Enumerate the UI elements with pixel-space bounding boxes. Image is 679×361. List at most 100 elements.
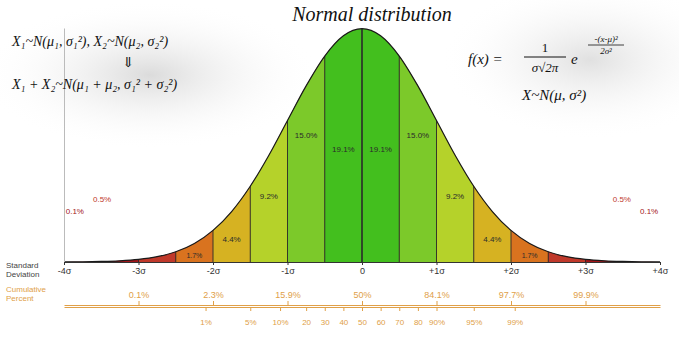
cumulative-axis: 0.1% 2.3% 15.9% 50% 84.1% 97.7% 99.9% [65, 290, 661, 306]
cumulative-tick-label: 50% [353, 290, 371, 300]
percentile-tick-mark [381, 307, 382, 311]
x-tick-mark [586, 262, 587, 265]
data-label: 19.1% [369, 145, 392, 154]
percentile-tick-label: 99% [507, 318, 523, 327]
cumulative-tick-mark [586, 301, 587, 305]
x-tick-mark [213, 262, 214, 265]
segment-divider [585, 28, 586, 262]
x-tick-label: 0 [360, 266, 365, 276]
segment-divider [138, 28, 139, 262]
cumulative-tick: 97.7% [499, 290, 525, 305]
segment-divider [324, 28, 325, 262]
annotation: X₁~N(μ₁, σ₁²), X₂~N(μ₂, σ₂²) [11, 34, 168, 50]
percentile-tick: 99% [507, 307, 523, 327]
percentile-tick: 50 [358, 307, 367, 327]
percentile-tick: 30 [321, 307, 330, 327]
segment-divider [622, 28, 623, 262]
x-tick-mark [139, 262, 140, 265]
cumulative-tick-label: 84.1% [424, 290, 450, 300]
percentile-tick-label: 5% [245, 318, 257, 327]
cumulative-tick-label: 0.1% [129, 290, 150, 300]
x-tick: +2σ [504, 262, 520, 276]
data-label: 9.2% [260, 192, 278, 201]
x-tick-label: -3σ [132, 266, 146, 276]
cumulative-tick: 0.1% [129, 290, 150, 305]
data-label: 9.2% [446, 192, 464, 201]
annotation: e [571, 51, 578, 67]
segment-divider [399, 28, 400, 262]
x-tick-mark [511, 262, 512, 265]
cumulative-tick-mark [213, 301, 214, 305]
annotation: ⇓ [122, 55, 134, 70]
annotation: -(x-μ)² [594, 34, 618, 44]
percentile-tick-mark [437, 307, 438, 311]
x-tick: -4σ [58, 262, 72, 276]
y-axis-line [64, 29, 65, 263]
cumulative-tick-label: 2.3% [203, 290, 224, 300]
data-label: 0.1% [640, 207, 658, 216]
percentile-tick-mark [250, 307, 251, 311]
percentile-tick-label: 80 [414, 318, 423, 327]
cumulative-tick: 84.1% [424, 290, 450, 305]
percentile-tick: 5% [245, 307, 257, 327]
percentile-axis: 1%5%10%2030405060708090%95%99% [65, 307, 661, 327]
annotation: X₁ + X₂~N(μ₁ + μ₂, σ₁² + σ₂²) [11, 77, 177, 93]
annotation: f(x) = [468, 51, 503, 68]
percentile-tick: 90% [429, 307, 445, 327]
cumulative-tick-mark [139, 301, 140, 305]
x-tick-label: +2σ [504, 266, 520, 276]
segment-divider [213, 28, 214, 262]
percentile-tick: 1% [200, 307, 212, 327]
cumulative-tick-mark [288, 301, 289, 305]
x-tick: -2σ [207, 262, 221, 276]
fraction-bar [524, 57, 566, 58]
percentile-tick-label: 90% [429, 318, 445, 327]
segment [399, 28, 436, 262]
segment [288, 28, 325, 262]
cumulative-tick: 2.3% [203, 290, 224, 305]
x-tick: +1σ [429, 262, 445, 276]
cumulative-tick-mark [437, 301, 438, 305]
segment [176, 28, 213, 262]
row-titles: StandardDeviationCumulativePercent [6, 261, 47, 303]
percentile-tick-label: 50 [358, 318, 367, 327]
cumulative-tick-label: 15.9% [275, 290, 301, 300]
segment-divider [287, 28, 288, 262]
annotation: X~N(μ, σ²) [521, 87, 586, 104]
cumulative-tick-label: 97.7% [499, 290, 525, 300]
annotation: 1 [542, 40, 549, 55]
x-tick-label: -2σ [207, 266, 221, 276]
data-label: 1.7% [522, 252, 538, 259]
cumulative-tick: 50% [353, 290, 371, 305]
percentile-tick-mark [325, 307, 326, 311]
chart: 0.1%0.5%1.7%4.4%9.2%15.0%19.1%19.1%15.0%… [0, 0, 679, 361]
percentile-tick: 60 [377, 307, 386, 327]
x-tick: +4σ [653, 262, 669, 276]
cumulative-tick: 15.9% [275, 290, 301, 305]
percentile-tick: 20 [302, 307, 311, 327]
x-tick-mark [660, 262, 661, 265]
plot-area [64, 28, 660, 262]
segments [101, 28, 623, 262]
cumulative-tick: 99.9% [573, 290, 599, 305]
x-tick-label: +4σ [653, 266, 669, 276]
data-label: 0.1% [66, 207, 84, 216]
segment [101, 28, 138, 262]
x-axis-title: Standard [6, 261, 38, 270]
percentile-tick-label: 60 [377, 318, 386, 327]
x-tick-mark [288, 262, 289, 265]
x-tick-label: -4σ [58, 266, 72, 276]
curve-area [64, 29, 660, 262]
percentile-tick: 70 [395, 307, 404, 327]
percentile-tick: 80 [414, 307, 423, 327]
percentile-tick: 40 [339, 307, 348, 327]
cumulative-tick-label: 99.9% [573, 290, 599, 300]
percentile-tick: 10% [273, 307, 289, 327]
data-label: 1.7% [186, 252, 202, 259]
data-labels: 0.1%0.5%1.7%4.4%9.2%15.0%19.1%19.1%15.0%… [66, 131, 658, 258]
x-axis: -4σ-3σ-2σ-1σ0+1σ+2σ+3σ+4σ [58, 262, 669, 276]
segment-divider [361, 28, 363, 262]
percentile-tick-mark [418, 307, 419, 311]
x-tick-label: +1σ [429, 266, 445, 276]
percentile-tick-label: 20 [302, 318, 311, 327]
